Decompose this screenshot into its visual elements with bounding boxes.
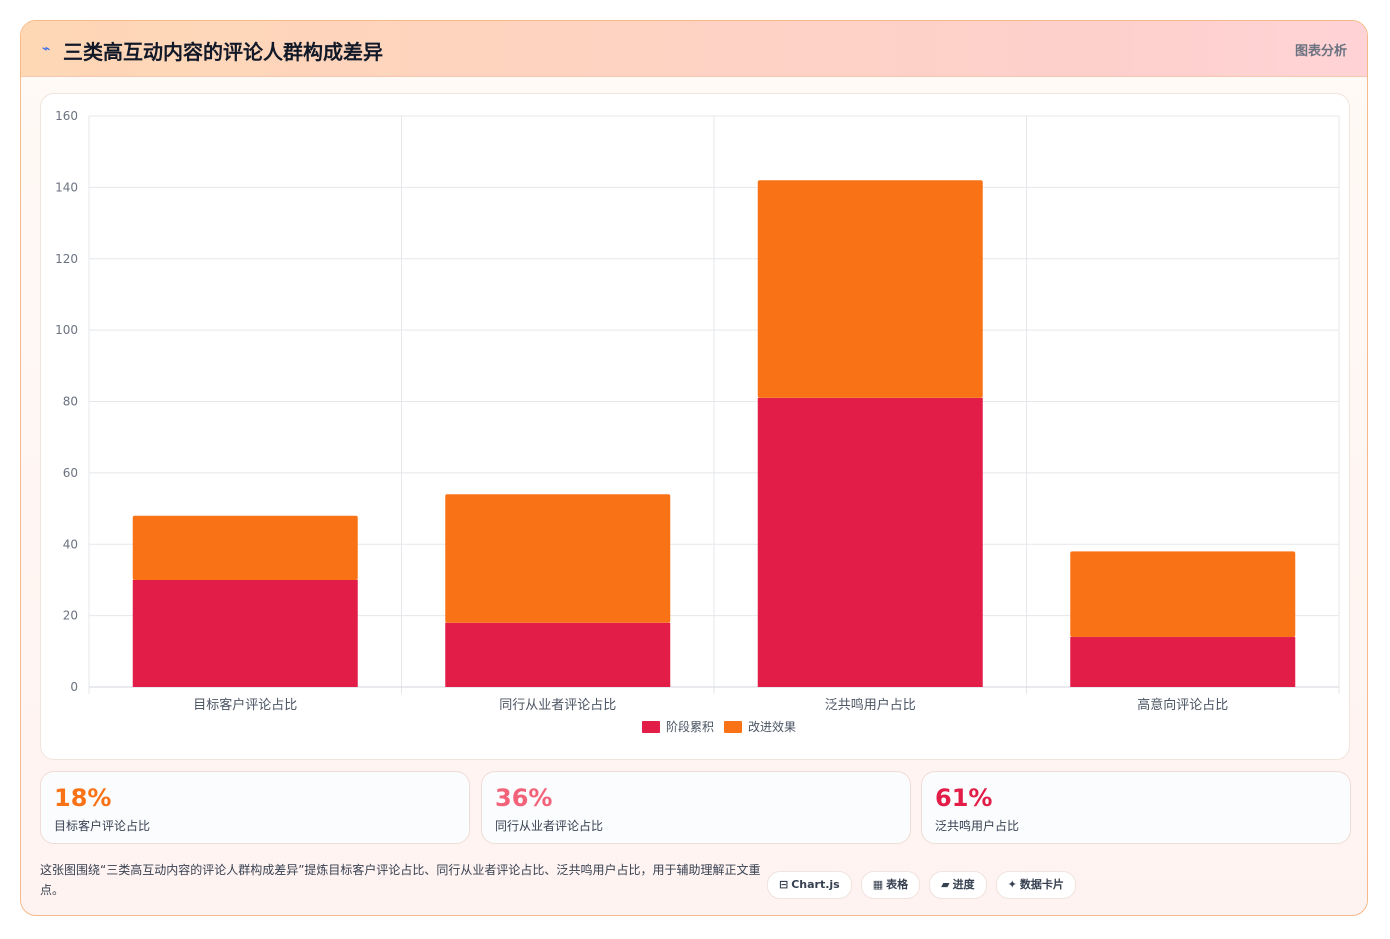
stat-value: 36%: [495, 784, 553, 812]
x-tick-label: 泛共鸣用户占比: [825, 697, 916, 713]
stat-label: 同行从业者评论占比: [495, 819, 604, 833]
legend-swatch: [724, 721, 742, 733]
bar-improve-effect: [1070, 551, 1296, 638]
pulse-icon: ⌁: [42, 41, 51, 57]
x-tick-label: 目标客户评论占比: [193, 697, 297, 713]
y-tick-label: 80: [63, 395, 78, 409]
stat-card-2: 36% 同行从业者评论占比: [481, 771, 911, 844]
bar-improve-effect: [757, 180, 983, 398]
chip-label: 表格: [886, 878, 909, 891]
bar-stage-accum: [132, 579, 358, 687]
chart-card: ⌁ 三类高互动内容的评论人群构成差异 图表分析 0 20 40 60 80 100 120 1…: [20, 20, 1368, 916]
x-tick-label: 同行从业者评论占比: [499, 698, 616, 713]
legend-swatch: [642, 721, 660, 733]
chart-icon: ⊟: [779, 878, 789, 891]
chip-label: 数据卡片: [1019, 878, 1064, 891]
stat-card-1: 18% 目标客户评论占比: [40, 771, 470, 844]
chart-panel: 0 20 40 60 80 100 120 140 160 目标客户评论占比 同行从业者评论占比 泛共…: [40, 93, 1350, 760]
legend-label: 阶段累积: [666, 719, 714, 734]
y-tick-label: 40: [63, 537, 78, 551]
legend-label: 改进效果: [748, 719, 796, 734]
tag-chartjs[interactable]: ⊟ Chart.js: [767, 871, 852, 899]
bar-stage-accum: [757, 397, 983, 687]
stat-label: 泛共鸣用户占比: [935, 819, 1020, 833]
chart-analysis-tag: 图表分析: [1294, 44, 1347, 59]
bar-stage-accum: [445, 622, 671, 687]
progress-icon: ▰: [941, 878, 950, 891]
bar-stage-accum: [1070, 637, 1296, 687]
y-tick-label: 20: [63, 609, 78, 623]
sparkle-icon: ✦: [1007, 878, 1017, 891]
chart-description: 这张图围绕“三类高互动内容的评论人群构成差异”提炼目标客户评论占比、同行从业者评…: [40, 863, 761, 897]
x-tick-label: 高意向评论占比: [1137, 697, 1228, 713]
stacked-bar-chart: 0 20 40 60 80 100 120 140 160 目标客户评论占比 同行从业者评论占比 泛共…: [55, 109, 1340, 734]
stat-label: 目标客户评论占比: [54, 819, 151, 833]
tag-data-card[interactable]: ✦ 数据卡片: [995, 871, 1076, 899]
y-tick-label: 120: [55, 252, 78, 266]
tech-tags: ⊟ Chart.js ▦ 表格 ▰ 进度 ✦ 数据卡片: [767, 871, 1076, 899]
y-tick-label: 0: [70, 680, 78, 694]
table-icon: ▦: [872, 878, 884, 891]
y-tick-label: 160: [55, 109, 78, 123]
y-tick-label: 140: [55, 180, 78, 194]
chip-label: 进度: [952, 878, 975, 891]
stat-value: 61%: [935, 784, 993, 812]
chart-title: 三类高互动内容的评论人群构成差异: [63, 40, 383, 64]
stat-card-3: 61% 泛共鸣用户占比: [921, 771, 1351, 844]
bar-improve-effect: [132, 515, 358, 580]
stat-value: 18%: [54, 784, 112, 812]
tag-progress[interactable]: ▰ 进度: [929, 871, 987, 899]
y-tick-label: 60: [63, 466, 78, 480]
bar-improve-effect: [445, 494, 671, 623]
y-tick-label: 100: [55, 323, 78, 337]
card-header: ⌁ 三类高互动内容的评论人群构成差异 图表分析: [21, 21, 1367, 77]
chip-label: Chart.js: [791, 878, 840, 891]
tag-table[interactable]: ▦ 表格: [860, 871, 921, 899]
